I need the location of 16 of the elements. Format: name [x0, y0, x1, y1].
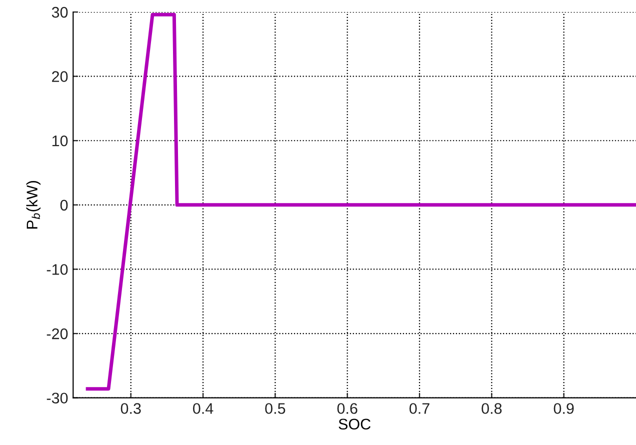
x-tick-label: 0.4	[193, 403, 214, 414]
x-tick-label: 0.7	[409, 403, 430, 414]
x-axis-title: SOC	[338, 418, 371, 430]
y-tick-label: 20	[52, 71, 68, 82]
x-tick-label: 0.9	[554, 403, 574, 414]
y-axis-title: P$_{b}$(kW)	[26, 180, 41, 229]
x-tick-label: 0.3	[120, 403, 141, 414]
x-tick-label: 0.5	[265, 403, 286, 414]
y-tick-label: -20	[46, 328, 68, 340]
y-tick-label: 10	[52, 135, 68, 146]
x-tick-label: 0.8	[482, 403, 502, 414]
y-tick-label: 0	[60, 200, 68, 211]
x-tick-label: 0.6	[337, 403, 358, 414]
y-tick-label: 30	[52, 6, 68, 18]
y-tick-label: -10	[46, 264, 68, 275]
y-tick-label: -30	[46, 392, 68, 404]
